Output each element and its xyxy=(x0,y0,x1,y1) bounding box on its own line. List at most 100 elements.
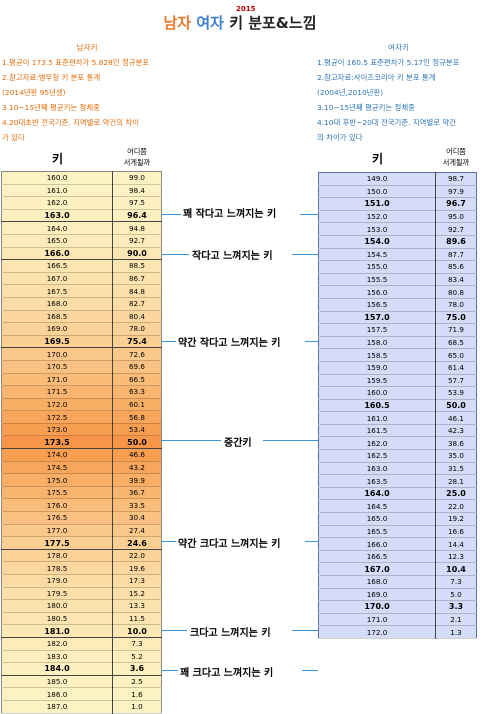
female-table-row: 168.0 7.3 xyxy=(318,575,477,589)
male-table-row: 177.5 24.6 xyxy=(1,536,162,550)
female-table-row: 151.0 96.7 xyxy=(318,197,477,211)
female-height-cell: 155.5 xyxy=(318,273,436,287)
connector-line xyxy=(305,541,318,542)
label-tall: 크다고 느껴지는 키 xyxy=(190,628,271,639)
male-percentile-cell: 1.6 xyxy=(112,687,162,701)
male-table-row: 174.5 43.2 xyxy=(1,461,162,475)
female-table-row: 158.5 65.0 xyxy=(318,348,477,362)
female-table-row: 171.0 2.1 xyxy=(318,613,477,627)
female-percentile-cell: 68.5 xyxy=(435,336,477,350)
female-height-cell: 163.0 xyxy=(318,462,436,476)
female-height-cell: 149.0 xyxy=(318,172,436,186)
male-height-cell: 167.0 xyxy=(1,272,113,286)
male-height-cell: 176.5 xyxy=(1,511,113,525)
male-table-row: 168.5 80.4 xyxy=(1,310,162,324)
male-table-row: 179.0 17.3 xyxy=(1,574,162,588)
female-height-cell: 150.0 xyxy=(318,185,436,199)
male-table-row: 176.5 30.4 xyxy=(1,511,162,525)
male-table-row: 187.0 1.0 xyxy=(1,700,162,714)
female-percentile-cell: 92.7 xyxy=(435,222,477,236)
female-note-line: 4.10대 후반~20대 전국기준. 지역별로 약간 xyxy=(317,118,456,127)
male-height-cell: 163.0 xyxy=(1,208,113,223)
male-table-row: 170.0 72.6 xyxy=(1,347,162,361)
male-height-cell: 176.0 xyxy=(1,498,113,513)
label-quite-short: 꽤 작다고 느껴지는 키 xyxy=(183,209,277,220)
male-table-row: 173.0 53.4 xyxy=(1,423,162,437)
female-percentile-cell: 50.0 xyxy=(435,399,477,413)
female-percentile-cell: 75.0 xyxy=(435,311,477,325)
male-note-line: 1.평균이 173.5 표준편차가 5.828인 정규분포 xyxy=(2,58,150,67)
male-table-row: 175.5 36.7 xyxy=(1,486,162,500)
male-height-cell: 175.0 xyxy=(1,473,113,487)
male-height-cell: 181.0 xyxy=(1,624,113,638)
connector-line xyxy=(161,440,221,441)
female-table-row: 153.0 92.7 xyxy=(318,222,477,236)
female-note-line: 1.평균이 160.5 표준편차가 5.17인 정규분포 xyxy=(317,58,460,67)
female-height-cell: 156.0 xyxy=(318,285,436,299)
female-percentile-cell: 3.3 xyxy=(435,600,477,614)
female-height-cell: 160.0 xyxy=(318,386,436,400)
female-table-row: 160.0 53.9 xyxy=(318,386,477,400)
male-note-line: 3.10~15년째 평균키는 정체중 xyxy=(2,103,100,112)
male-percentile-cell: 24.6 xyxy=(112,536,162,550)
male-percentile-cell: 11.5 xyxy=(112,612,162,626)
male-percentile-cell: 63.3 xyxy=(112,385,162,399)
connector-line xyxy=(161,254,189,255)
connector-line xyxy=(161,214,181,215)
female-height-cell: 159.0 xyxy=(318,361,436,375)
female-height-header: 키 xyxy=(372,152,384,166)
male-percentile-cell: 22.0 xyxy=(112,549,162,563)
female-note-line: 2.참고자료:사이즈코리아 키 분포 통계 xyxy=(317,73,436,82)
female-height-cell: 162.5 xyxy=(318,449,436,463)
male-table-row: 180.5 11.5 xyxy=(1,612,162,626)
male-percentile-cell: 82.7 xyxy=(112,297,162,311)
male-table-row: 184.0 3.6 xyxy=(1,662,162,676)
male-table-row: 166.0 90.0 xyxy=(1,246,162,261)
male-table-row: 160.0 99.0 xyxy=(1,171,162,185)
title-rest: 키 분포&느낌 xyxy=(229,14,317,32)
female-table-row: 169.0 5.0 xyxy=(318,588,477,602)
female-percentile-cell: 98.7 xyxy=(435,172,477,186)
male-table-row: 173.5 50.0 xyxy=(1,435,162,450)
female-height-cell: 154.0 xyxy=(318,235,436,249)
female-height-cell: 165.5 xyxy=(318,525,436,539)
male-table-row: 171.0 66.5 xyxy=(1,373,162,387)
female-height-cell: 155.0 xyxy=(318,260,436,274)
male-height-cell: 186.0 xyxy=(1,687,113,701)
female-percentile-cell: 10.4 xyxy=(435,562,477,576)
male-height-cell: 164.0 xyxy=(1,221,113,235)
male-height-cell: 169.0 xyxy=(1,322,113,336)
female-percentile-cell: 87.7 xyxy=(435,248,477,262)
female-height-cell: 158.5 xyxy=(318,348,436,362)
label-short: 작다고 느껴지는 키 xyxy=(192,251,273,262)
female-percentile-cell: 42.3 xyxy=(435,424,477,438)
male-table-row: 183.0 5.2 xyxy=(1,650,162,664)
male-percentile-cell: 97.5 xyxy=(112,196,162,210)
male-height-cell: 173.5 xyxy=(1,435,113,450)
connector-line xyxy=(302,670,318,671)
male-height-cell: 169.5 xyxy=(1,334,113,349)
female-table-row: 158.0 68.5 xyxy=(318,336,477,350)
title-year: 2015 xyxy=(236,5,256,13)
female-table-row: 155.5 83.4 xyxy=(318,273,477,287)
female-table-row: 165.0 19.2 xyxy=(318,512,477,526)
male-height-cell: 166.5 xyxy=(1,259,113,273)
male-height-cell: 168.0 xyxy=(1,297,113,311)
male-table-row: 167.0 86.7 xyxy=(1,272,162,286)
female-table-row: 167.0 10.4 xyxy=(318,562,477,576)
male-percentile-cell: 17.3 xyxy=(112,574,162,588)
female-percentile-cell: 85.6 xyxy=(435,260,477,274)
female-height-cell: 157.0 xyxy=(318,311,436,325)
male-height-cell: 180.5 xyxy=(1,612,113,626)
female-table-row: 150.0 97.9 xyxy=(318,185,477,199)
female-height-cell: 161.0 xyxy=(318,411,436,425)
male-table-row: 168.0 82.7 xyxy=(1,297,162,311)
male-table-row: 177.0 27.4 xyxy=(1,524,162,538)
female-table-row: 163.5 28.1 xyxy=(318,474,477,488)
female-percentile-cell: 89.6 xyxy=(435,235,477,249)
female-percentile-cell: 7.3 xyxy=(435,575,477,589)
male-height-cell: 177.0 xyxy=(1,524,113,538)
female-table-row: 157.5 71.9 xyxy=(318,323,477,337)
male-percentile-cell: 78.0 xyxy=(112,322,162,336)
female-percentile-cell: 96.7 xyxy=(435,197,477,211)
